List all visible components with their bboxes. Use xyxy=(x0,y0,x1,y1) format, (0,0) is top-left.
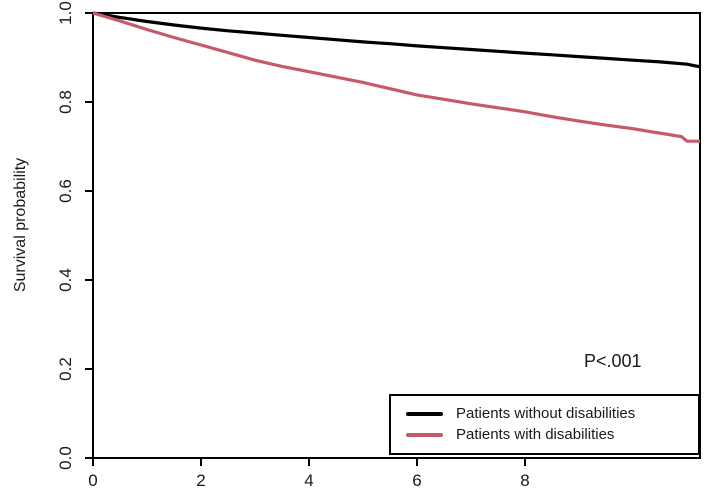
p-value-annotation: P<.001 xyxy=(584,351,642,371)
x-tick-label: 8 xyxy=(520,471,530,490)
legend-label-with-disabilities: Patients with disabilities xyxy=(456,425,615,443)
y-tick-label: 1.0 xyxy=(56,1,75,25)
curve-with-disabilities xyxy=(92,11,700,143)
y-tick-label: 0.2 xyxy=(56,357,75,381)
y-tick-label: 0.8 xyxy=(56,90,75,114)
curve-without-disabilities xyxy=(92,11,701,69)
legend-row-with-disabilities: Patients with disabilities xyxy=(406,425,698,444)
y-tick-label: 0.6 xyxy=(56,179,75,203)
legend-label-without-disabilities: Patients without disabilities xyxy=(456,405,636,422)
y-tick-label: 0.0 xyxy=(56,446,75,470)
legend-row-without-disabilities: Patients without disabilities xyxy=(406,405,698,423)
x-tick-label: 6 xyxy=(412,471,422,490)
x-tick-label: 0 xyxy=(88,471,98,490)
y-tick-label: 0.4 xyxy=(56,268,75,292)
x-tick-label: 4 xyxy=(304,471,314,490)
legend-line-with-disabilities-icon xyxy=(406,432,443,437)
y-axis-title: Survival probability xyxy=(12,157,29,293)
plot-border xyxy=(92,12,701,459)
legend: Patients without disabilities Patients w… xyxy=(389,394,700,455)
x-tick-label: 2 xyxy=(196,471,206,490)
legend-line-without-disabilities-icon xyxy=(406,412,443,417)
